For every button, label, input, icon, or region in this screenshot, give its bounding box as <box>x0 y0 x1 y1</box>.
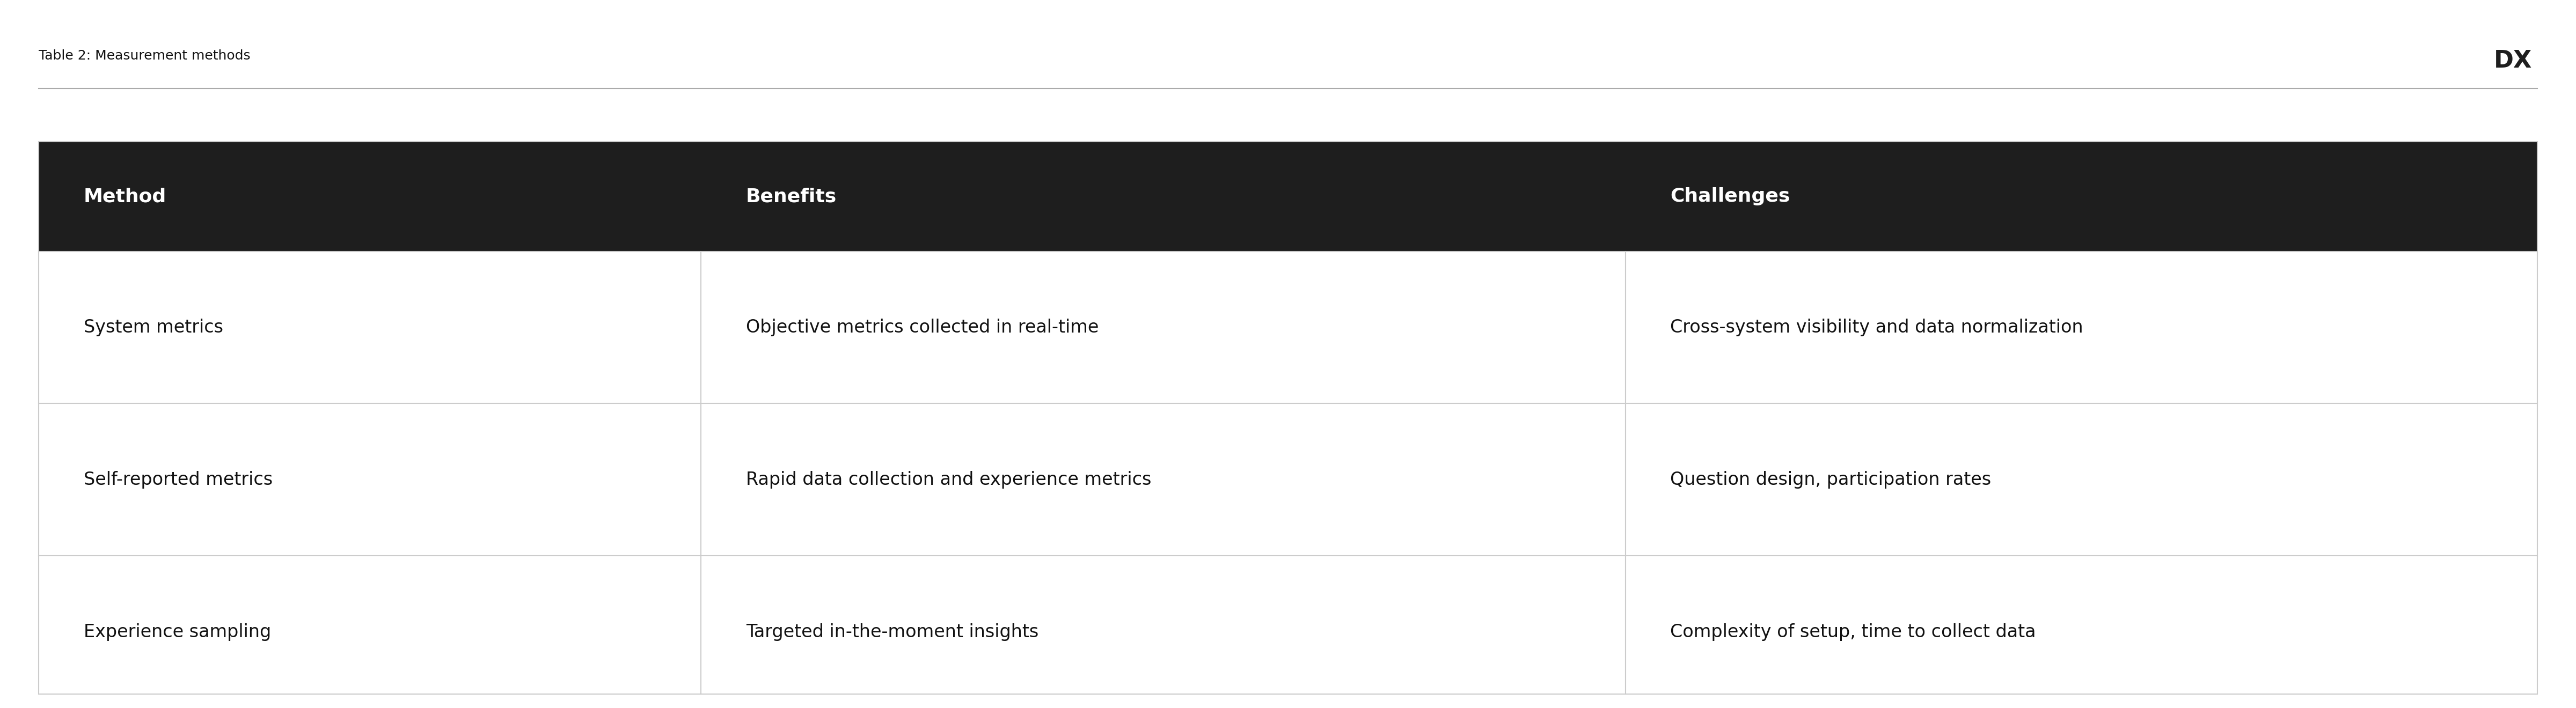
Bar <box>39 404 2537 556</box>
Text: Method: Method <box>82 188 167 205</box>
Text: Challenges: Challenges <box>1669 188 1790 205</box>
Text: System metrics: System metrics <box>82 319 224 336</box>
Text: Question design, participation rates: Question design, participation rates <box>1669 471 1991 489</box>
Bar <box>39 556 2537 708</box>
Text: Rapid data collection and experience metrics: Rapid data collection and experience met… <box>747 471 1151 489</box>
Bar <box>39 142 2537 694</box>
Text: Cross-system visibility and data normalization: Cross-system visibility and data normali… <box>1669 319 2084 336</box>
Text: Experience sampling: Experience sampling <box>82 623 270 641</box>
Text: DX: DX <box>2494 50 2532 73</box>
Text: Benefits: Benefits <box>747 188 837 205</box>
Text: Targeted in-the-moment insights: Targeted in-the-moment insights <box>747 623 1038 641</box>
Text: Table 2: Measurement methods: Table 2: Measurement methods <box>39 50 250 62</box>
Text: Objective metrics collected in real-time: Objective metrics collected in real-time <box>747 319 1097 336</box>
Text: Complexity of setup, time to collect data: Complexity of setup, time to collect dat… <box>1669 623 2035 641</box>
Text: Self-reported metrics: Self-reported metrics <box>82 471 273 489</box>
Bar <box>39 142 2537 251</box>
Bar <box>39 251 2537 404</box>
